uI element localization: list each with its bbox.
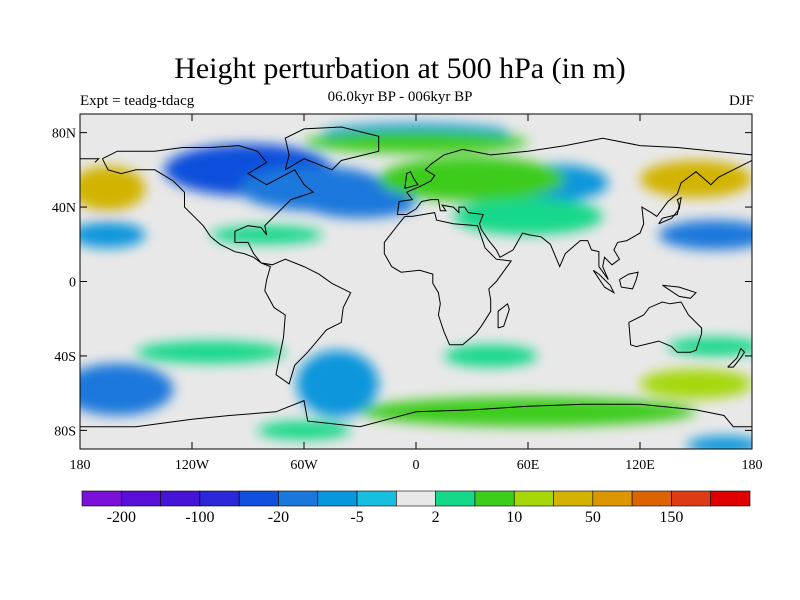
colorbar-box [81, 490, 122, 507]
lat-tick-label: 0 [69, 276, 76, 291]
coastline [497, 302, 510, 329]
coastlines [80, 126, 752, 428]
colorbar-label: 150 [659, 509, 683, 526]
coastline [404, 171, 419, 189]
colorbar-box [317, 490, 358, 507]
lon-tick-label: 120E [625, 458, 655, 473]
colorbar-box [199, 490, 240, 507]
colorbar-box [435, 490, 476, 507]
colorbar-box [120, 490, 161, 507]
coastline [383, 212, 513, 346]
coastline [397, 160, 752, 280]
coastline [80, 399, 752, 428]
anomaly-blob [80, 221, 146, 248]
lon-tick-label: 180 [70, 458, 91, 473]
anomaly-blob [686, 435, 752, 449]
anomaly-blob [296, 350, 379, 418]
coastline [727, 347, 746, 368]
anomaly-blob [444, 344, 538, 368]
anomaly-blob [658, 220, 752, 250]
coastline [101, 145, 352, 385]
coastline [396, 137, 752, 215]
colorbar-box [710, 490, 751, 507]
colorbar-box [238, 490, 279, 507]
colorbar-box [160, 490, 201, 507]
coastline [662, 284, 697, 299]
colorbar-box [592, 490, 633, 507]
colorbar-label: -100 [185, 509, 214, 526]
anomaly-blob [80, 166, 146, 211]
colorbar-box [396, 490, 436, 507]
colorbar-label: -20 [268, 509, 289, 526]
colorbar-label: 50 [585, 509, 601, 526]
anomaly-blob [80, 363, 174, 416]
experiment-label: Expt = teadg-tdacg [80, 93, 195, 109]
anomaly-blob [304, 188, 416, 219]
anomaly-blob [304, 130, 528, 154]
lon-tick-label: 120W [175, 458, 210, 473]
anomaly-blob [136, 341, 286, 364]
anomaly-field [80, 114, 752, 449]
lat-tick-label: 80S [54, 424, 76, 439]
season-label: DJF [728, 93, 754, 109]
coastline [284, 126, 380, 171]
lon-tick-label: 60E [517, 458, 540, 473]
anomaly-blob [453, 197, 603, 235]
period-label: 06.0kyr BP - 006kyr BP [327, 89, 473, 105]
colorbar-label: -200 [107, 509, 136, 526]
colorbar-box [278, 490, 319, 507]
map-title: Height perturbation at 500 hPa (in m) [174, 52, 626, 85]
lat-tick-label: 40S [54, 350, 76, 365]
lon-tick-label: 60W [290, 458, 318, 473]
anomaly-blob [360, 396, 696, 427]
coastline [619, 271, 639, 290]
colorbar-box [356, 490, 397, 507]
colorbar: -200 -100 -20 -5 2 10 50 150 [81, 490, 751, 526]
anomaly-blob [257, 421, 351, 440]
colorbar-box [671, 490, 712, 507]
coastline [658, 196, 682, 225]
axis-ticks: 80N 40N 0 40S 80S 180 120W 60W 0 60E 120E 180 [52, 114, 763, 473]
colorbar-box [553, 490, 594, 507]
lat-tick-label: 40N [52, 201, 76, 216]
anomaly-blob [640, 160, 752, 198]
coastline [80, 158, 100, 163]
anomaly-blob [378, 156, 566, 202]
coastline [592, 269, 616, 295]
colorbar-label: 10 [506, 509, 522, 526]
colorbar-label: -5 [350, 509, 363, 526]
lon-tick-label: 180 [742, 458, 763, 473]
coastline [628, 301, 703, 353]
anomaly-blob [640, 368, 752, 399]
colorbar-label: 2 [432, 509, 440, 526]
lon-tick-label: 0 [413, 458, 420, 473]
colorbar-box [631, 490, 672, 507]
colorbar-box [474, 490, 515, 507]
anomaly-blob [668, 337, 752, 356]
colorbar-box [513, 490, 554, 507]
lat-tick-label: 80N [52, 127, 76, 142]
